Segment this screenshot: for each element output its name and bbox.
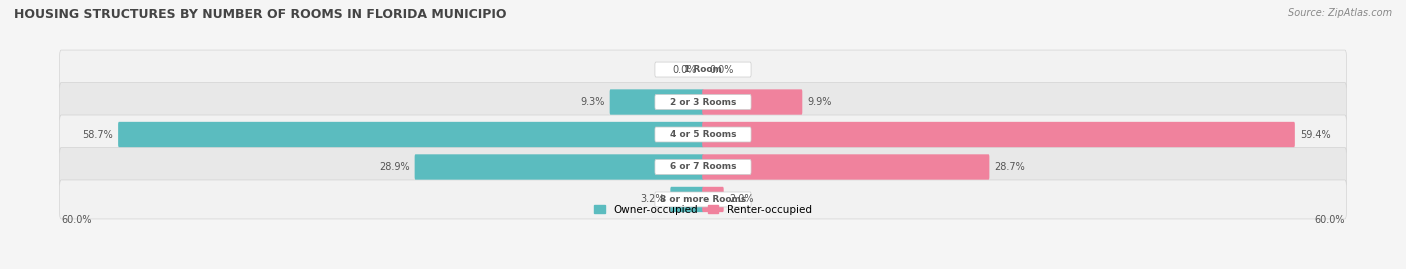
- FancyBboxPatch shape: [655, 127, 751, 142]
- Text: HOUSING STRUCTURES BY NUMBER OF ROOMS IN FLORIDA MUNICIPIO: HOUSING STRUCTURES BY NUMBER OF ROOMS IN…: [14, 8, 506, 21]
- Text: 60.0%: 60.0%: [62, 215, 91, 225]
- Text: 9.9%: 9.9%: [807, 97, 832, 107]
- FancyBboxPatch shape: [655, 62, 751, 77]
- FancyBboxPatch shape: [702, 187, 724, 212]
- FancyBboxPatch shape: [59, 147, 1347, 186]
- Text: 4 or 5 Rooms: 4 or 5 Rooms: [669, 130, 737, 139]
- Text: 8 or more Rooms: 8 or more Rooms: [659, 195, 747, 204]
- FancyBboxPatch shape: [415, 154, 704, 180]
- Text: 6 or 7 Rooms: 6 or 7 Rooms: [669, 162, 737, 171]
- Text: 9.3%: 9.3%: [581, 97, 605, 107]
- FancyBboxPatch shape: [702, 154, 990, 180]
- Text: 58.7%: 58.7%: [82, 129, 112, 140]
- FancyBboxPatch shape: [702, 89, 803, 115]
- Text: 59.4%: 59.4%: [1301, 129, 1330, 140]
- FancyBboxPatch shape: [59, 115, 1347, 154]
- Text: 0.0%: 0.0%: [672, 65, 697, 75]
- FancyBboxPatch shape: [655, 94, 751, 109]
- Text: 2.0%: 2.0%: [728, 194, 754, 204]
- Legend: Owner-occupied, Renter-occupied: Owner-occupied, Renter-occupied: [591, 200, 815, 219]
- FancyBboxPatch shape: [655, 160, 751, 175]
- FancyBboxPatch shape: [702, 122, 1295, 147]
- Text: 28.7%: 28.7%: [994, 162, 1025, 172]
- Text: 1 Room: 1 Room: [685, 65, 721, 74]
- FancyBboxPatch shape: [59, 83, 1347, 122]
- Text: Source: ZipAtlas.com: Source: ZipAtlas.com: [1288, 8, 1392, 18]
- FancyBboxPatch shape: [59, 180, 1347, 219]
- Text: 28.9%: 28.9%: [378, 162, 409, 172]
- Text: 0.0%: 0.0%: [709, 65, 734, 75]
- Text: 60.0%: 60.0%: [1315, 215, 1344, 225]
- FancyBboxPatch shape: [59, 50, 1347, 89]
- FancyBboxPatch shape: [655, 192, 751, 207]
- Text: 2 or 3 Rooms: 2 or 3 Rooms: [669, 98, 737, 107]
- Text: 3.2%: 3.2%: [641, 194, 665, 204]
- FancyBboxPatch shape: [671, 187, 704, 212]
- FancyBboxPatch shape: [118, 122, 704, 147]
- FancyBboxPatch shape: [610, 89, 704, 115]
